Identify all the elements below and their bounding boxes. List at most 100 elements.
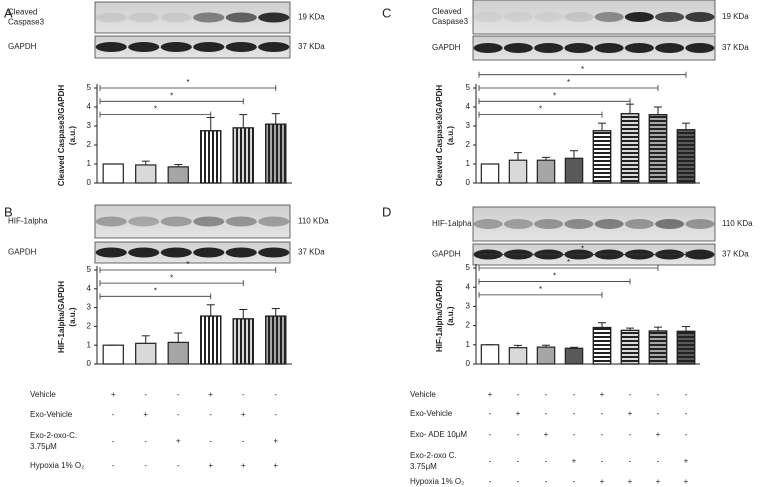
significance-star: * (539, 285, 542, 294)
bar (135, 342, 157, 365)
treatment-mark: + (273, 461, 278, 470)
panel-letter: A (4, 5, 13, 20)
bar (536, 159, 556, 184)
bar (536, 346, 556, 365)
treatment-mark: + (241, 461, 246, 470)
y-tick-label: 0 (466, 178, 471, 187)
y-axis-unit: (a.u.) (68, 126, 77, 145)
treatment-mark: - (209, 437, 212, 446)
treatment-mark: + (572, 457, 577, 466)
treatment-mark: - (144, 461, 147, 470)
significance-star: * (154, 105, 157, 114)
y-tick-label: 5 (87, 265, 92, 274)
blot-band (503, 219, 533, 229)
treatment-label: Hypoxia 1% O₂ (410, 477, 464, 486)
blot-band (534, 43, 564, 53)
treatment-mark: + (488, 390, 493, 399)
treatment-mark: - (545, 457, 548, 466)
blot-band (95, 247, 127, 258)
y-tick-label: 0 (466, 359, 471, 368)
y-axis-label: HIF-1alpha/GAPDH (435, 280, 444, 352)
blot-band (503, 43, 533, 53)
blot-band (564, 219, 594, 229)
blot-band (624, 12, 654, 22)
treatment-mark: + (241, 410, 246, 419)
blot-band (655, 219, 685, 229)
bar-hatch (592, 130, 612, 184)
treatment-mark: - (657, 409, 660, 418)
blot-band (225, 42, 257, 52)
treatment-mark: - (629, 457, 632, 466)
panel-letter: D (382, 204, 391, 219)
blot-label: GAPDH (8, 42, 37, 51)
bar-hatch (232, 318, 254, 365)
blot-band (160, 216, 192, 227)
treatment-label: Exo-2-oxo-C. (30, 431, 77, 440)
blot-band (685, 12, 715, 22)
significance-star: * (567, 78, 570, 87)
treatment-label: Exo- ADE 10μM (410, 430, 467, 439)
treatment-mark: + (516, 409, 521, 418)
blot-size: 19 KDa (298, 13, 325, 22)
bar (508, 347, 528, 365)
y-tick-label: 2 (466, 321, 471, 330)
blot-size: 37 KDa (298, 248, 325, 257)
bar-hatch (265, 123, 287, 184)
treatment-mark: - (545, 477, 548, 486)
treatment-mark: - (517, 457, 520, 466)
blot-band (193, 247, 225, 258)
bar-hatch (648, 113, 668, 184)
treatment-mark: - (177, 390, 180, 399)
blot-band (258, 216, 290, 227)
blot-band (564, 12, 594, 22)
bar (508, 159, 528, 184)
blot-label: Caspase3 (8, 18, 45, 27)
bar (102, 163, 124, 184)
treatment-mark: + (628, 409, 633, 418)
blot-band (655, 12, 685, 22)
blot-band (685, 219, 715, 229)
treatment-mark: - (112, 437, 115, 446)
significance-star: * (170, 91, 173, 100)
y-tick-label: 2 (466, 140, 471, 149)
y-tick-label: 4 (466, 102, 471, 111)
treatment-mark: + (273, 437, 278, 446)
blot-band (594, 43, 624, 53)
blot-band (160, 247, 192, 258)
y-tick-label: 3 (466, 302, 471, 311)
y-tick-label: 3 (466, 121, 471, 130)
bar-hatch (592, 326, 612, 365)
treatment-mark: - (629, 430, 632, 439)
treatment-mark: - (489, 457, 492, 466)
blot-band (258, 42, 290, 52)
y-tick-label: 4 (466, 282, 471, 291)
y-tick-label: 1 (466, 340, 471, 349)
blot-band (225, 216, 257, 227)
blot-band (685, 43, 715, 53)
blot-band (624, 219, 654, 229)
bar-hatch (676, 330, 696, 365)
treatment-mark: - (517, 477, 520, 486)
treatment-label: Exo-Vehicle (30, 410, 73, 419)
blot-label: GAPDH (8, 248, 37, 257)
bar-hatch (620, 329, 640, 365)
blot-band (534, 219, 564, 229)
significance-star: * (539, 105, 542, 114)
treatment-mark: - (601, 409, 604, 418)
y-tick-label: 0 (87, 178, 92, 187)
treatment-label: Exo-Vehicle (410, 409, 453, 418)
treatment-mark: - (573, 430, 576, 439)
blot-size: 37 KDa (722, 43, 749, 52)
treatment-mark: - (144, 437, 147, 446)
significance-star: * (581, 245, 584, 254)
blot-band (128, 247, 160, 258)
blot-band (193, 12, 225, 23)
y-tick-label: 2 (87, 140, 92, 149)
significance-star: * (186, 260, 189, 269)
blot (94, 1, 291, 34)
treatment-mark: - (573, 390, 576, 399)
y-tick-label: 3 (87, 121, 92, 130)
y-tick-label: 2 (87, 322, 92, 331)
treatment-mark: - (545, 390, 548, 399)
